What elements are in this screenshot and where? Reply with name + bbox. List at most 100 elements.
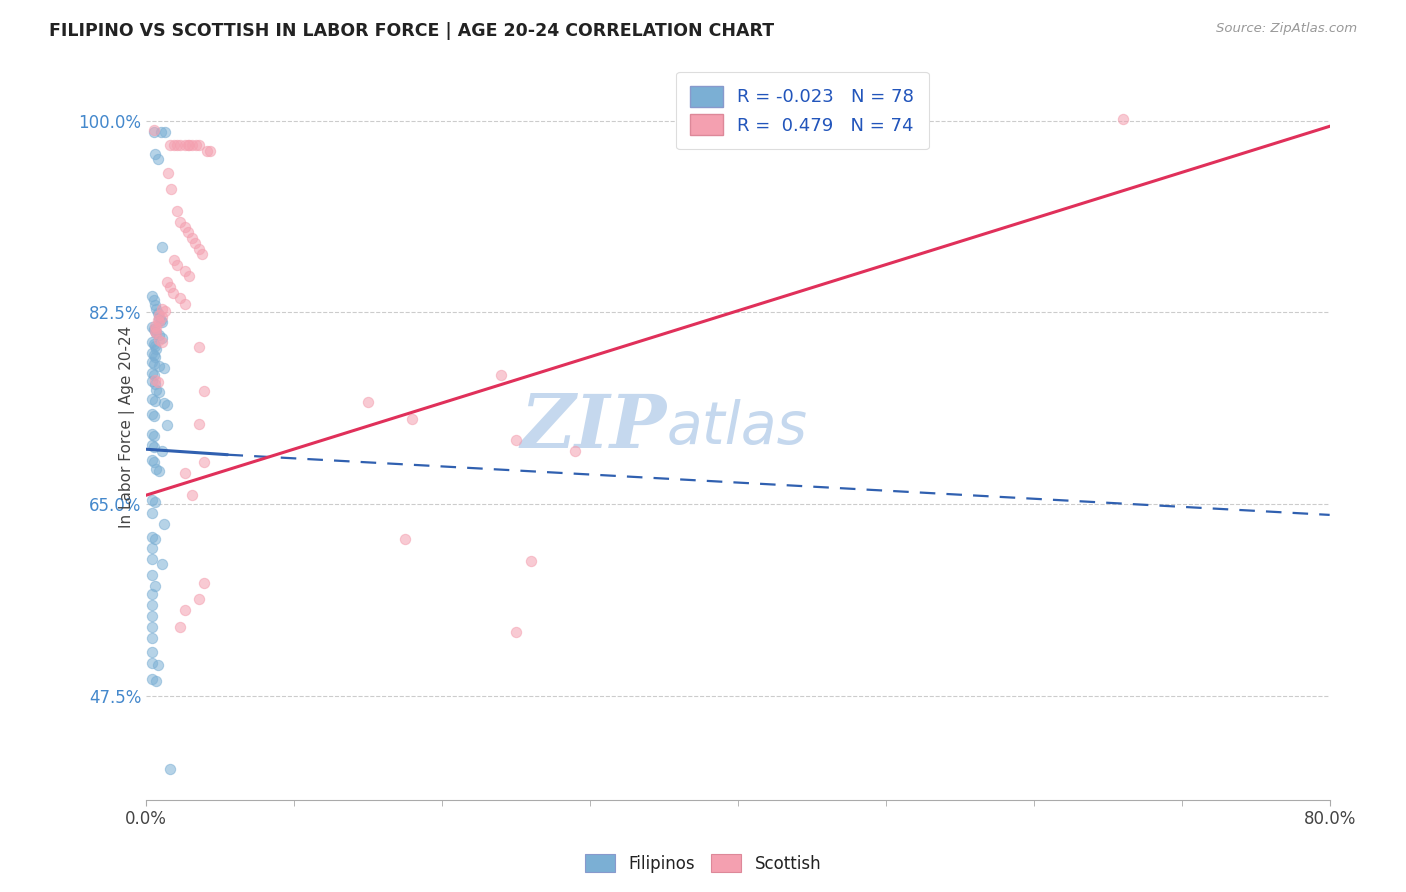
- Point: [394, 532, 416, 546]
- Point: [156, 275, 179, 289]
- Point: [143, 298, 166, 312]
- Point: [148, 333, 170, 347]
- Point: [148, 328, 170, 343]
- Point: [142, 122, 165, 136]
- Point: [141, 631, 163, 645]
- Point: [141, 506, 163, 520]
- Point: [152, 444, 174, 458]
- Point: [141, 346, 163, 360]
- Legend: Filipinos, Scottish: Filipinos, Scottish: [578, 847, 828, 880]
- Point: [146, 152, 169, 166]
- Point: [156, 399, 179, 413]
- Point: [148, 310, 170, 325]
- Point: [142, 348, 165, 362]
- Point: [520, 554, 543, 568]
- Point: [148, 464, 170, 478]
- Point: [143, 376, 166, 391]
- Point: [152, 302, 174, 317]
- Point: [157, 166, 180, 180]
- Point: [143, 394, 166, 409]
- Point: [162, 285, 184, 300]
- Text: atlas: atlas: [666, 399, 808, 456]
- Point: [141, 426, 163, 441]
- Point: [143, 532, 166, 546]
- Point: [142, 125, 165, 139]
- Point: [143, 324, 166, 338]
- Point: [177, 269, 200, 284]
- Point: [159, 762, 181, 776]
- Point: [160, 182, 183, 196]
- Point: [169, 619, 191, 633]
- Point: [173, 603, 195, 617]
- Point: [143, 495, 166, 509]
- Point: [169, 214, 191, 228]
- Point: [145, 342, 167, 356]
- Point: [152, 310, 174, 324]
- Point: [141, 619, 163, 633]
- Point: [149, 313, 172, 327]
- Point: [173, 264, 195, 278]
- Point: [142, 440, 165, 454]
- Point: [166, 137, 188, 152]
- Point: [148, 315, 170, 329]
- Point: [141, 354, 163, 368]
- Legend: R = -0.023   N = 78, R =  0.479   N = 74: R = -0.023 N = 78, R = 0.479 N = 74: [676, 71, 928, 150]
- Point: [145, 326, 167, 341]
- Point: [146, 376, 169, 390]
- Point: [141, 492, 163, 507]
- Point: [146, 657, 169, 672]
- Point: [146, 313, 169, 327]
- Point: [141, 453, 163, 467]
- Point: [188, 137, 211, 152]
- Point: [153, 396, 176, 410]
- Point: [141, 608, 163, 623]
- Point: [143, 146, 166, 161]
- Point: [148, 308, 170, 322]
- Point: [143, 579, 166, 593]
- Point: [184, 236, 207, 251]
- Point: [142, 293, 165, 308]
- Point: [141, 587, 163, 601]
- Point: [149, 125, 172, 139]
- Point: [142, 429, 165, 443]
- Point: [188, 242, 211, 256]
- Point: [153, 361, 176, 376]
- Point: [143, 351, 166, 365]
- Point: [145, 383, 167, 397]
- Point: [141, 319, 163, 334]
- Point: [142, 455, 165, 469]
- Point: [357, 395, 380, 409]
- Point: [142, 368, 165, 382]
- Point: [141, 598, 163, 612]
- Point: [181, 488, 204, 502]
- Point: [177, 137, 200, 152]
- Point: [176, 137, 198, 152]
- Point: [173, 219, 195, 234]
- Point: [143, 318, 166, 333]
- Point: [141, 656, 163, 670]
- Point: [188, 592, 211, 607]
- Point: [141, 438, 163, 452]
- Point: [145, 326, 167, 341]
- Point: [188, 340, 211, 354]
- Point: [191, 247, 214, 261]
- Point: [163, 137, 186, 152]
- Point: [143, 373, 166, 387]
- Point: [141, 407, 163, 421]
- Y-axis label: In Labor Force | Age 20-24: In Labor Force | Age 20-24: [120, 326, 135, 528]
- Point: [141, 375, 163, 389]
- Point: [163, 252, 186, 267]
- Point: [1111, 112, 1133, 126]
- Point: [145, 302, 167, 317]
- Point: [193, 575, 215, 590]
- Point: [141, 672, 163, 686]
- Point: [173, 137, 195, 152]
- Text: FILIPINO VS SCOTTISH IN LABOR FORCE | AGE 20-24 CORRELATION CHART: FILIPINO VS SCOTTISH IN LABOR FORCE | AG…: [49, 22, 775, 40]
- Point: [145, 320, 167, 334]
- Point: [148, 385, 170, 400]
- Point: [176, 226, 198, 240]
- Point: [155, 304, 177, 318]
- Point: [156, 418, 179, 433]
- Point: [141, 392, 163, 406]
- Point: [146, 306, 169, 320]
